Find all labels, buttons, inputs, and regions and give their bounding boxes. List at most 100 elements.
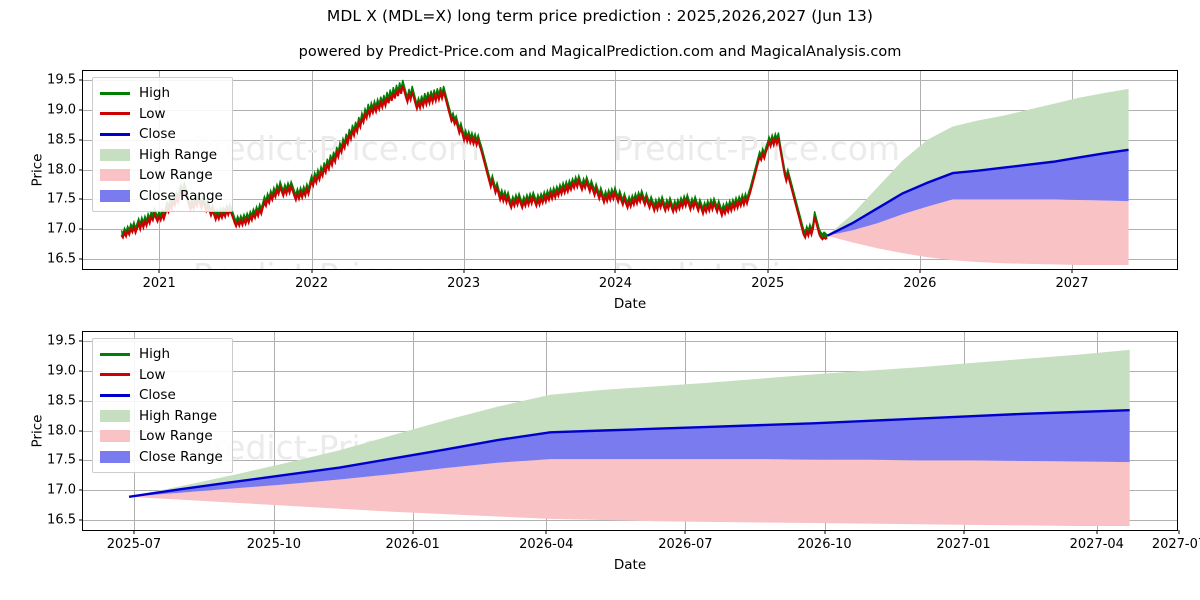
gridline-horizontal	[83, 370, 1177, 372]
legend-patch-swatch	[100, 450, 130, 463]
y-tick-label: 17.5	[47, 452, 76, 468]
gridline-horizontal	[83, 169, 1177, 171]
forecast-close-line	[128, 409, 1130, 498]
y-tick-mark	[79, 370, 83, 372]
x-tick-mark	[1096, 530, 1098, 534]
y-tick-label: 17.0	[47, 482, 76, 498]
x-tick-label: 2027-07	[1151, 537, 1200, 552]
x-tick-mark	[133, 530, 135, 534]
history-low-line	[120, 85, 828, 241]
y-tick-mark	[79, 340, 83, 342]
legend-line-swatch	[100, 352, 130, 356]
y-tick-label: 18.5	[47, 132, 76, 148]
legend-item-high[interactable]: High	[100, 83, 223, 104]
x-tick-mark	[311, 269, 313, 273]
y-tick-label: 19.0	[47, 363, 76, 379]
y-tick-mark	[79, 258, 83, 260]
x-tick-mark	[1178, 530, 1180, 534]
page-subtitle: powered by Predict-Price.com and Magical…	[298, 44, 902, 60]
x-tick-mark	[684, 530, 686, 534]
x-tick-mark	[1071, 269, 1073, 273]
legend-item-close[interactable]: Close	[100, 124, 223, 145]
x-tick-mark	[614, 269, 616, 273]
high-range-band	[827, 88, 1129, 236]
legend-item-low-range[interactable]: Low Range	[100, 165, 223, 186]
low-range-band	[827, 199, 1129, 266]
close-range-band	[827, 149, 1129, 236]
y-tick-mark	[79, 109, 83, 111]
x-tick-label: 2025	[751, 276, 785, 291]
y-tick-mark	[79, 400, 83, 402]
legend-item-close[interactable]: Close	[100, 385, 223, 406]
x-tick-mark	[158, 269, 160, 273]
y-tick-label: 18.0	[47, 423, 76, 438]
history-high-line	[120, 79, 828, 236]
x-tick-label: 2026	[903, 276, 937, 291]
legend-item-close-range[interactable]: Close Range	[100, 447, 223, 468]
legend-patch-swatch	[100, 409, 130, 422]
legend-label: Low	[139, 366, 166, 383]
y-tick-mark	[79, 228, 83, 230]
y-tick-mark	[79, 459, 83, 461]
legend-patch-swatch	[100, 189, 130, 202]
y-tick-mark	[79, 430, 83, 431]
legend-label: High Range	[139, 146, 218, 163]
x-tick-label: 2025-10	[246, 537, 302, 552]
detail-series-svg	[128, 349, 1130, 527]
legend-item-low[interactable]: Low	[100, 104, 223, 125]
y-tick-label: 17.5	[47, 191, 76, 207]
gridline-vertical	[767, 71, 769, 269]
y-tick-mark	[79, 519, 83, 521]
gridline-vertical	[463, 71, 465, 269]
y-tick-mark	[79, 169, 83, 170]
x-tick-mark	[919, 269, 921, 273]
x-tick-label: 2026-01	[385, 537, 440, 552]
y-tick-label: 19.5	[47, 333, 76, 349]
legend-label: Close Range	[139, 187, 223, 204]
legend-item-low[interactable]: Low	[100, 365, 223, 386]
x-tick-mark	[545, 530, 547, 534]
detail-y-axis-label: Price	[29, 414, 46, 448]
y-tick-label: 16.5	[47, 251, 76, 267]
x-tick-label: 2021	[142, 276, 176, 291]
legend-patch-swatch	[100, 169, 130, 182]
legend-patch-swatch	[100, 148, 130, 161]
legend-label: High Range	[139, 407, 218, 424]
legend-item-high[interactable]: High	[100, 344, 223, 365]
legend-label: Close Range	[139, 448, 223, 465]
x-tick-label: 2026-07	[658, 537, 713, 552]
x-tick-mark	[463, 269, 465, 273]
detail-x-axis-label: Date	[613, 557, 647, 573]
x-tick-label: 2022	[295, 276, 329, 291]
x-tick-label: 2023	[447, 276, 481, 291]
overview-legend: High Low Close High Range Low Range Close Ran…	[92, 77, 233, 212]
legend-label: High	[139, 346, 171, 363]
x-tick-mark	[273, 530, 275, 534]
y-tick-label: 19.5	[47, 72, 76, 88]
forecast-close-line	[826, 148, 1129, 237]
legend-label: High	[139, 85, 171, 102]
x-tick-label: 2027-01	[936, 537, 991, 552]
gridline-horizontal	[83, 109, 1177, 111]
x-tick-label: 2026-04	[519, 537, 574, 552]
y-tick-mark	[79, 79, 83, 81]
x-tick-label: 2026-10	[797, 537, 852, 552]
legend-item-low-range[interactable]: Low Range	[100, 426, 223, 447]
legend-item-high-range[interactable]: High Range	[100, 406, 223, 427]
gridline-horizontal	[83, 79, 1177, 81]
overview-y-axis-label: Price	[29, 153, 46, 187]
y-tick-label: 18.5	[47, 393, 76, 409]
y-tick-label: 18.0	[47, 162, 76, 177]
close-range-band	[129, 410, 1130, 497]
gridline-horizontal	[83, 139, 1177, 141]
gridline-horizontal	[83, 259, 1177, 261]
legend-item-close-range[interactable]: Close Range	[100, 186, 223, 207]
legend-item-high-range[interactable]: High Range	[100, 145, 223, 166]
legend-line-swatch	[100, 373, 130, 377]
y-tick-label: 16.5	[47, 512, 76, 528]
gridline-vertical	[311, 71, 313, 269]
x-tick-label: 2025-07	[106, 537, 162, 552]
overview-chart: Predict-Price.comPredict-Price.comPredic…	[29, 70, 1178, 312]
